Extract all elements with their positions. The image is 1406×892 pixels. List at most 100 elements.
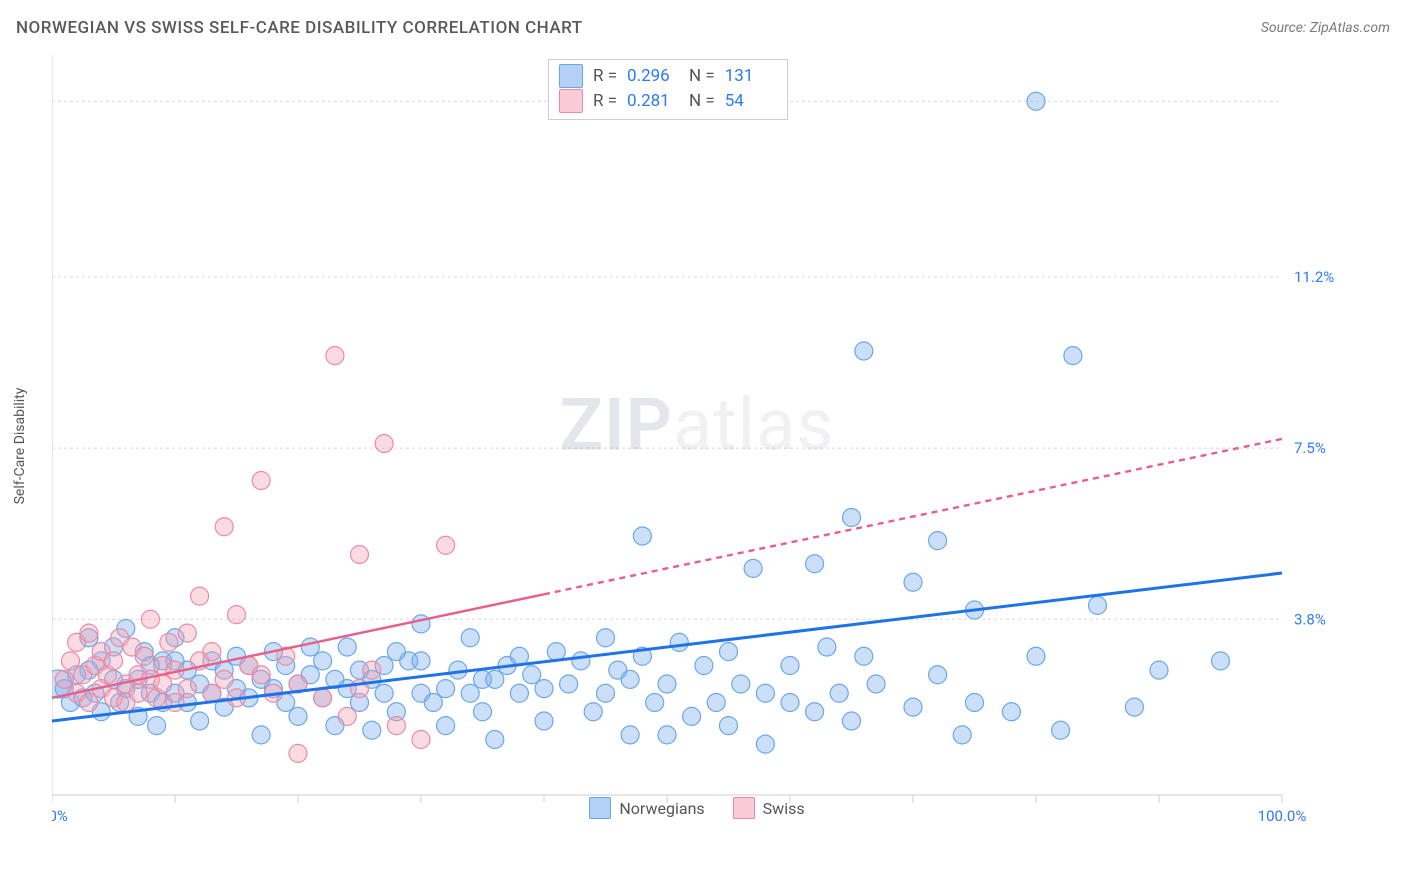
data-point [855, 342, 873, 360]
data-point [732, 675, 750, 693]
data-point [843, 712, 861, 730]
data-point [707, 694, 725, 712]
data-point [633, 527, 651, 545]
data-point [486, 731, 504, 749]
legend-label: Swiss [763, 799, 805, 818]
data-point [658, 675, 676, 693]
data-point [375, 684, 393, 702]
data-point [154, 675, 172, 693]
data-point [191, 587, 209, 605]
data-point [756, 735, 774, 753]
data-point [720, 717, 738, 735]
stat-n-value: 54 [725, 89, 777, 114]
data-point [756, 684, 774, 702]
data-point [338, 707, 356, 725]
data-point [375, 435, 393, 453]
data-point [572, 652, 590, 670]
data-point [314, 689, 332, 707]
data-point [560, 675, 578, 693]
data-point [547, 643, 565, 661]
data-point [424, 694, 442, 712]
data-point [1027, 647, 1045, 665]
data-point [80, 624, 98, 642]
data-point [461, 684, 479, 702]
data-point [437, 680, 455, 698]
data-point [621, 670, 639, 688]
data-point [289, 744, 307, 762]
data-point [843, 509, 861, 527]
data-point [351, 546, 369, 564]
data-point [929, 532, 947, 550]
data-point [160, 633, 178, 651]
data-point [953, 726, 971, 744]
data-point [135, 647, 153, 665]
data-point [1002, 703, 1020, 721]
data-point [191, 712, 209, 730]
data-point [584, 703, 602, 721]
correlation-stats-box: R = 0.296 N = 131R = 0.281 N = 54 [548, 59, 788, 120]
data-point [166, 694, 184, 712]
data-point [781, 657, 799, 675]
svg-text:7.5%: 7.5% [1294, 439, 1326, 457]
data-point [1150, 661, 1168, 679]
data-point [535, 712, 553, 730]
data-point [61, 652, 79, 670]
trend-line-dashed [544, 439, 1282, 594]
data-point [474, 703, 492, 721]
data-point [1089, 596, 1107, 614]
legend-swatch [589, 797, 611, 819]
stat-n-label: N = [689, 64, 715, 89]
data-point [646, 694, 664, 712]
stat-r-value: 0.281 [627, 89, 679, 114]
data-point [867, 675, 885, 693]
data-point [387, 717, 405, 735]
legend-item: Norwegians [589, 797, 704, 819]
data-point [683, 707, 701, 725]
data-point [904, 573, 922, 591]
chart-title: NORWEGIAN VS SWISS SELF-CARE DISABILITY … [16, 18, 583, 38]
svg-text:3.8%: 3.8% [1294, 610, 1326, 628]
data-point [203, 643, 221, 661]
data-point [855, 647, 873, 665]
data-point [178, 624, 196, 642]
data-point [326, 347, 344, 365]
data-point [1027, 92, 1045, 110]
stats-row: R = 0.296 N = 131 [559, 64, 777, 89]
data-point [141, 610, 159, 628]
source-attribution: Source: ZipAtlas.com [1261, 20, 1390, 36]
data-point [1212, 652, 1230, 670]
data-point [806, 703, 824, 721]
stat-r-label: R = [593, 64, 617, 89]
data-point [695, 657, 713, 675]
legend-item: Swiss [733, 797, 805, 819]
data-point [597, 684, 615, 702]
data-point [228, 606, 246, 624]
series-legend: Norwegians Swiss [52, 797, 1342, 819]
data-point [523, 666, 541, 684]
data-point [670, 633, 688, 651]
data-point [621, 726, 639, 744]
data-point [461, 629, 479, 647]
data-point [437, 536, 455, 554]
data-point [1125, 698, 1143, 716]
data-point [720, 643, 738, 661]
data-point [966, 694, 984, 712]
stat-n-label: N = [689, 89, 715, 114]
data-point [252, 726, 270, 744]
data-point [252, 472, 270, 490]
data-point [215, 670, 233, 688]
data-point [412, 652, 430, 670]
scatter-plot-svg: 3.8%7.5%11.2%0.0%100.0% [52, 55, 1342, 825]
data-point [252, 666, 270, 684]
stat-n-value: 131 [725, 64, 777, 89]
data-point [597, 629, 615, 647]
data-point [314, 652, 332, 670]
y-axis-label: Self-Care Disability [12, 346, 28, 546]
stat-r-value: 0.296 [627, 64, 679, 89]
data-point [289, 707, 307, 725]
data-point [215, 518, 233, 536]
data-point [412, 731, 430, 749]
legend-label: Norwegians [619, 799, 704, 818]
data-point [412, 615, 430, 633]
data-point [486, 670, 504, 688]
